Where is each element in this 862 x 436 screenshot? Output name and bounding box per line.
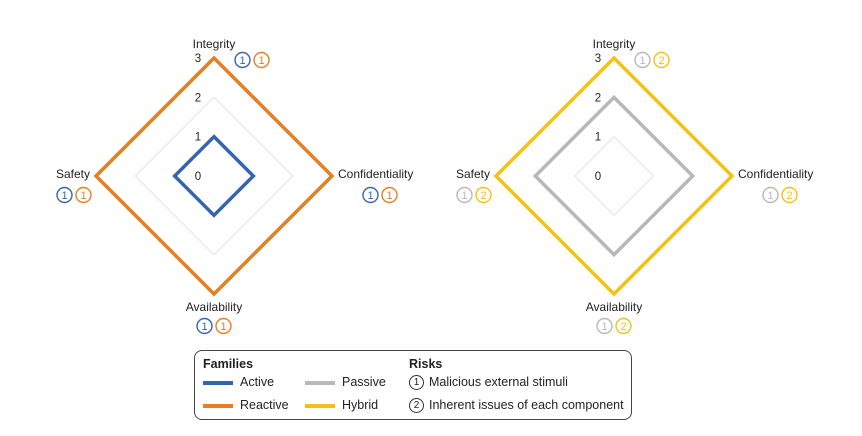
legend-label-reactive: Reactive [240,398,289,412]
chart2-risk-marker-integrity-passive [634,51,651,69]
legend-risk-text-2: Inherent issues of each component [429,398,624,412]
chart2-grid-ring-3 [495,57,733,295]
chart1-axis-label-confidentiality: Confidentiality [338,167,413,181]
chart2-risk-marker-availability-passive [596,317,613,335]
chart1-risk-marker-label-integrity-active: 1 [239,55,245,67]
chart1-grid-ring-1 [173,135,255,217]
chart1-risk-marker-label-availability-active: 1 [201,321,207,333]
chart1-risk-marker-confidentiality-reactive [381,186,398,204]
legend: Families Active Passive Reactive Hybrid … [194,350,632,420]
legend-label-hybrid: Hybrid [342,398,379,412]
chart2-axis-label-availability: Availability [586,300,642,314]
chart1-risk-marker-integrity-reactive [253,51,270,69]
chart2-risk-marker-label-integrity-passive: 1 [639,55,645,67]
chart2-series-hybrid [493,55,735,297]
chart1-risk-marker-safety-active [56,186,73,204]
legend-swatch-hybrid [305,404,335,408]
chart2-risk-marker-safety-passive [456,186,473,204]
chart1-series-reactive [93,55,335,297]
chart1-risk-marker-confidentiality-active [362,186,379,204]
chart1-risk-marker-label-integrity-reactive: 1 [258,55,264,67]
chart1-axis-label-availability: Availability [186,300,242,314]
chart2-risk-marker-integrity-hybrid [653,51,670,69]
chart2-risk-marker-label-confidentiality-passive: 1 [767,190,773,202]
legend-swatch-active [203,381,233,385]
chart1-grid-ring-3 [95,57,333,295]
chart2-risk-marker-label-availability-hybrid: 2 [620,321,626,333]
chart1-series-active [172,134,256,218]
chart2-grid-ring-2 [534,96,694,256]
chart2-risk-marker-availability-hybrid [615,317,632,335]
chart2-tick-label-3: 3 [595,53,601,65]
chart1-tick-label-2: 2 [195,92,201,104]
chart2-grid-ring-1 [573,135,655,217]
chart2-risk-marker-label-integrity-hybrid: 2 [658,55,664,67]
legend-swatch-passive [305,381,335,385]
chart2-axis-label-safety: Safety [456,167,490,181]
chart1-risk-marker-label-availability-reactive: 1 [220,321,226,333]
chart2-tick-label-2: 2 [595,92,601,104]
legend-risk-number-2: 2 [409,398,424,413]
chart1-axis-label-safety: Safety [56,167,90,181]
chart2-risk-marker-label-safety-hybrid: 2 [480,190,486,202]
chart1-risk-marker-label-confidentiality-active: 1 [367,190,373,202]
chart1-risk-marker-availability-active [196,317,213,335]
chart2-risk-marker-label-availability-passive: 1 [601,321,607,333]
chart2-axis-label-confidentiality: Confidentiality [738,167,813,181]
chart1-tick-label-0: 0 [195,171,201,183]
legend-swatch-reactive [203,404,233,408]
chart1-risk-marker-label-safety-reactive: 1 [80,190,86,202]
chart2-series-passive [532,94,696,258]
chart1-tick-label-1: 1 [195,132,201,144]
chart2-risk-marker-label-confidentiality-hybrid: 2 [786,190,792,202]
chart1-risk-marker-availability-reactive [215,317,232,335]
legend-risks-title: Risks [409,357,443,371]
chart2-risk-marker-label-safety-passive: 1 [461,190,467,202]
chart2-risk-marker-safety-hybrid [475,186,492,204]
chart2-tick-label-1: 1 [595,132,601,144]
chart2-tick-label-0: 0 [595,171,601,183]
chart2-risk-marker-confidentiality-passive [762,186,779,204]
legend-risk-text-1: Malicious external stimuli [429,375,568,389]
chart1-axis-label-integrity: Integrity [193,37,236,51]
chart1-grid-ring-2 [134,96,294,256]
legend-families-title: Families [203,357,254,371]
legend-label-passive: Passive [342,375,386,389]
chart2-risk-marker-confidentiality-hybrid [781,186,798,204]
legend-label-active: Active [240,375,275,389]
legend-risk-number-1: 1 [409,375,424,390]
chart2-axis-label-integrity: Integrity [593,37,636,51]
chart1-risk-marker-safety-reactive [75,186,92,204]
chart1-risk-marker-integrity-active [234,51,251,69]
chart1-risk-marker-label-safety-active: 1 [61,190,67,202]
chart1-risk-marker-label-confidentiality-reactive: 1 [386,190,392,202]
chart1-tick-label-3: 3 [195,53,201,65]
